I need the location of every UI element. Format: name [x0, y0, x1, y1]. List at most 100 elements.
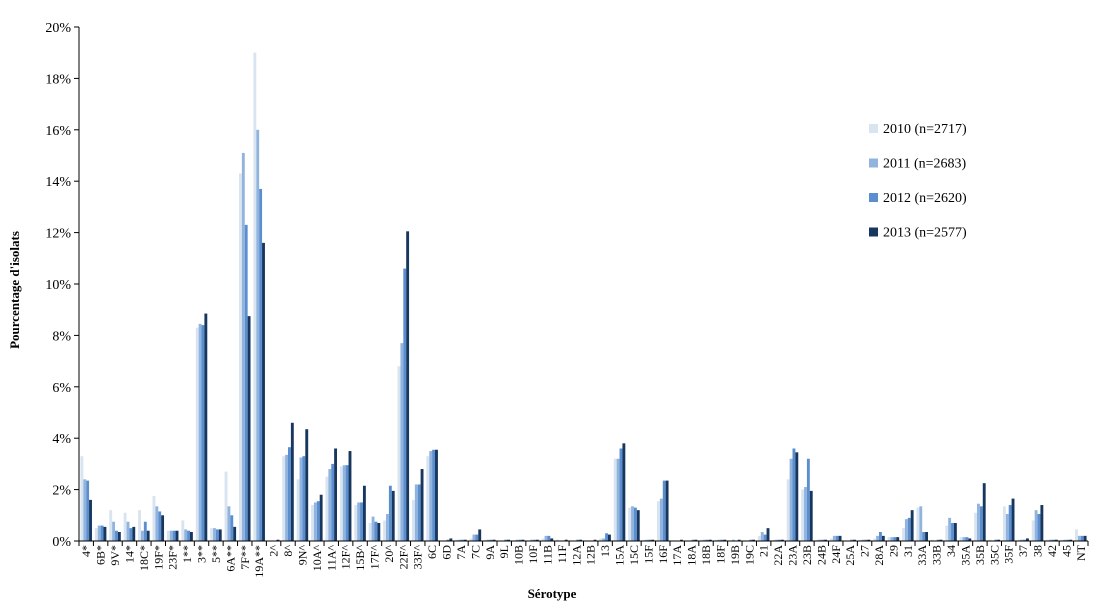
bar-31-s0: [902, 528, 905, 541]
bar-14*-s3: [132, 526, 136, 541]
bar-12F^-s1: [342, 465, 346, 541]
bar-6B*-s0: [94, 528, 98, 541]
bar-24B-s3: [824, 539, 828, 541]
bar-14*-s1: [126, 521, 130, 541]
x-tick-label: 33A: [915, 545, 929, 566]
bar-15F-s2: [648, 539, 652, 541]
bar-15B^-s1: [357, 502, 361, 541]
y-axis-title: Pourcentage d'isolats: [7, 231, 22, 349]
x-tick-label: 17F^: [367, 545, 381, 570]
bar-33A-s2: [922, 532, 926, 541]
bar-11A^-s1: [328, 469, 332, 541]
x-tick-label: 23F*: [166, 545, 180, 570]
legend-swatch-2: [869, 193, 878, 202]
bar-22A-s0: [772, 539, 776, 541]
bar-16F-s0: [657, 501, 660, 541]
bar-38-s0: [1031, 520, 1035, 541]
bar-33A-s0: [916, 507, 920, 541]
bar-45-s1: [1063, 539, 1067, 541]
x-tick-label: 45: [1059, 545, 1073, 557]
bar-35C-s0: [988, 539, 992, 541]
bar-9A-s2: [489, 539, 493, 541]
bar-28A-s3: [881, 535, 885, 541]
x-tick-label: 6C: [425, 545, 439, 559]
x-tick-label: 12A: [569, 545, 583, 566]
x-tick-label: 3**: [195, 545, 209, 563]
bar-18B-s1: [703, 539, 707, 541]
bar-24F-s2: [835, 535, 839, 541]
bar-7A-s1: [458, 539, 461, 541]
bar-4*-s0: [80, 456, 84, 541]
legend-swatch-3: [869, 227, 878, 237]
x-tick-label: 10A^: [310, 545, 324, 572]
x-tick-label: 21: [757, 545, 771, 557]
bar-28A-s1: [876, 535, 879, 541]
x-tick-label: 31: [901, 545, 915, 557]
bar-13-s3: [608, 534, 611, 541]
bar-23B-s2: [806, 458, 810, 541]
legend-label-3: 2013 (n=2577): [883, 226, 967, 241]
bar-9N^-s0: [296, 479, 300, 541]
y-tick-label: 2%: [52, 484, 71, 499]
bar-29-s2: [893, 537, 897, 541]
bar-9A-s1: [486, 539, 490, 541]
x-tick-label: 19F*: [151, 545, 165, 570]
bar-17A-s3: [680, 539, 683, 541]
bar-9A-s0: [484, 539, 487, 541]
bar-42-s2: [1051, 539, 1055, 541]
x-tick-label: 6B*: [94, 545, 108, 565]
y-tick-label: 6%: [52, 381, 71, 396]
bar-35B-s2: [979, 506, 983, 541]
bar-13-s1: [602, 538, 606, 541]
bar-33F^-s1: [414, 484, 418, 541]
bar-6C-s1: [429, 451, 433, 541]
bar-9V*-s1: [112, 521, 116, 541]
bar-1**-s0: [181, 520, 185, 541]
bar-6C-s0: [426, 456, 430, 541]
y-tick-label: 12%: [45, 227, 71, 242]
x-tick-label: 9A: [483, 545, 497, 560]
bar-45-s3: [1069, 539, 1073, 541]
bar-23B-s1: [804, 487, 807, 541]
bar-31-s2: [907, 517, 911, 541]
bar-33F^-s3: [420, 469, 424, 541]
bar-14*-s0: [123, 512, 127, 541]
bar-11B-s0: [541, 538, 545, 541]
bar-31-s3: [910, 510, 914, 541]
y-tick-label: 0%: [52, 535, 71, 550]
bar-14*-s2: [129, 528, 133, 541]
x-tick-label: 34: [944, 545, 958, 557]
bar-23F*-s0: [166, 530, 170, 541]
bar-15A-s0: [613, 458, 617, 541]
x-tick-label: 7C: [468, 545, 482, 559]
bar-15A-s1: [616, 458, 620, 541]
bar-34-s1: [948, 517, 952, 541]
y-tick-label: 14%: [45, 175, 71, 190]
bar-15F-s3: [651, 539, 655, 541]
bar-7C-s0: [469, 538, 473, 541]
bar-8^-s1: [285, 454, 288, 541]
x-tick-label: 6D: [440, 545, 454, 560]
bar-22F^-s3: [406, 231, 410, 541]
bar-6B*-s3: [103, 526, 107, 541]
bar-11F-s3: [564, 539, 568, 541]
bar-6A**-s1: [227, 506, 231, 541]
bar-6A**-s0: [224, 471, 228, 541]
x-tick-label: 6A**: [223, 545, 237, 572]
x-tick-label: 15B^: [353, 545, 367, 571]
bar-1**-s3: [189, 532, 193, 541]
y-tick-label: 18%: [45, 72, 71, 87]
bar-7F**-s3: [247, 316, 251, 542]
bar-35B-s0: [974, 512, 978, 541]
x-tick-label: 23A: [786, 545, 800, 566]
bar-8^-s0: [282, 456, 286, 541]
x-tick-label: 42: [1045, 545, 1059, 557]
bar-23B-s0: [801, 489, 805, 541]
x-tick-label: NT: [1074, 544, 1088, 561]
bar-15F-s1: [645, 539, 649, 541]
bar-18F-s0: [714, 539, 718, 541]
bar-5**-s2: [215, 529, 219, 541]
bar-22A-s3: [780, 539, 784, 541]
bar-19F*-s3: [161, 515, 165, 541]
bar-42-s1: [1049, 539, 1052, 541]
